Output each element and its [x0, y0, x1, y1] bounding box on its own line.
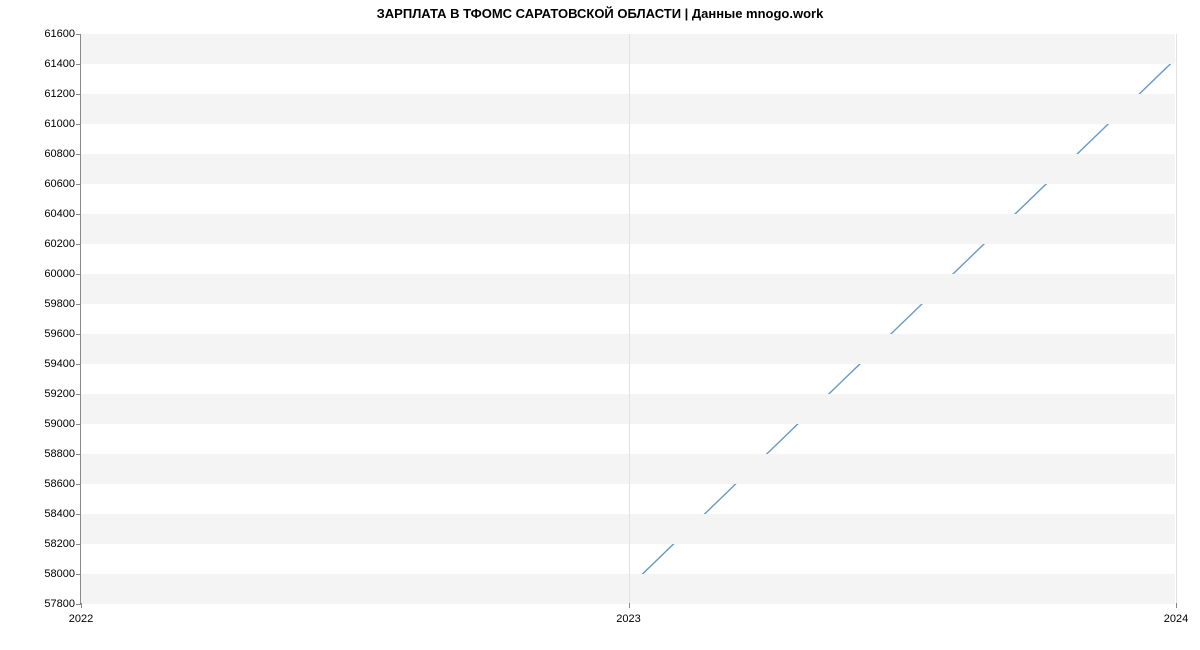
y-tick-mark [76, 244, 81, 245]
y-tick-label: 60200 [44, 238, 75, 250]
y-tick-mark [76, 454, 81, 455]
y-tick-mark [76, 94, 81, 95]
y-tick-label: 61600 [44, 28, 75, 40]
y-tick-mark [76, 124, 81, 125]
y-tick-mark [76, 274, 81, 275]
chart-container: ЗАРПЛАТА В ТФОМС САРАТОВСКОЙ ОБЛАСТИ | Д… [0, 0, 1200, 650]
y-tick-label: 60400 [44, 208, 75, 220]
y-tick-label: 59400 [44, 358, 75, 370]
x-tick-mark [1176, 603, 1177, 608]
y-tick-mark [76, 574, 81, 575]
y-tick-label: 58000 [44, 568, 75, 580]
y-tick-mark [76, 424, 81, 425]
y-tick-mark [76, 364, 81, 365]
y-tick-mark [76, 544, 81, 545]
x-tick-label: 2023 [616, 613, 640, 625]
y-tick-mark [76, 484, 81, 485]
y-tick-mark [76, 334, 81, 335]
y-tick-label: 61200 [44, 88, 75, 100]
x-grid-line [629, 34, 630, 603]
plot-area: 5780058000582005840058600588005900059200… [80, 34, 1175, 604]
y-tick-mark [76, 154, 81, 155]
y-tick-label: 59000 [44, 418, 75, 430]
x-tick-label: 2022 [69, 613, 93, 625]
y-tick-mark [76, 514, 81, 515]
y-tick-label: 59800 [44, 298, 75, 310]
y-tick-label: 57800 [44, 598, 75, 610]
y-tick-mark [76, 64, 81, 65]
y-tick-label: 61000 [44, 118, 75, 130]
x-grid-line [1176, 34, 1177, 603]
y-tick-label: 60600 [44, 178, 75, 190]
y-tick-label: 60800 [44, 148, 75, 160]
y-tick-label: 60000 [44, 268, 75, 280]
y-tick-label: 58400 [44, 508, 75, 520]
y-tick-label: 59600 [44, 328, 75, 340]
y-tick-label: 61400 [44, 58, 75, 70]
x-tick-mark [81, 603, 82, 608]
y-tick-mark [76, 214, 81, 215]
y-tick-label: 58800 [44, 448, 75, 460]
x-tick-label: 2024 [1164, 613, 1188, 625]
y-tick-mark [76, 304, 81, 305]
y-tick-label: 58600 [44, 478, 75, 490]
x-tick-mark [629, 603, 630, 608]
y-tick-mark [76, 394, 81, 395]
chart-title: ЗАРПЛАТА В ТФОМС САРАТОВСКОЙ ОБЛАСТИ | Д… [0, 6, 1200, 21]
y-tick-label: 59200 [44, 388, 75, 400]
y-tick-mark [76, 34, 81, 35]
y-tick-mark [76, 184, 81, 185]
y-tick-label: 58200 [44, 538, 75, 550]
